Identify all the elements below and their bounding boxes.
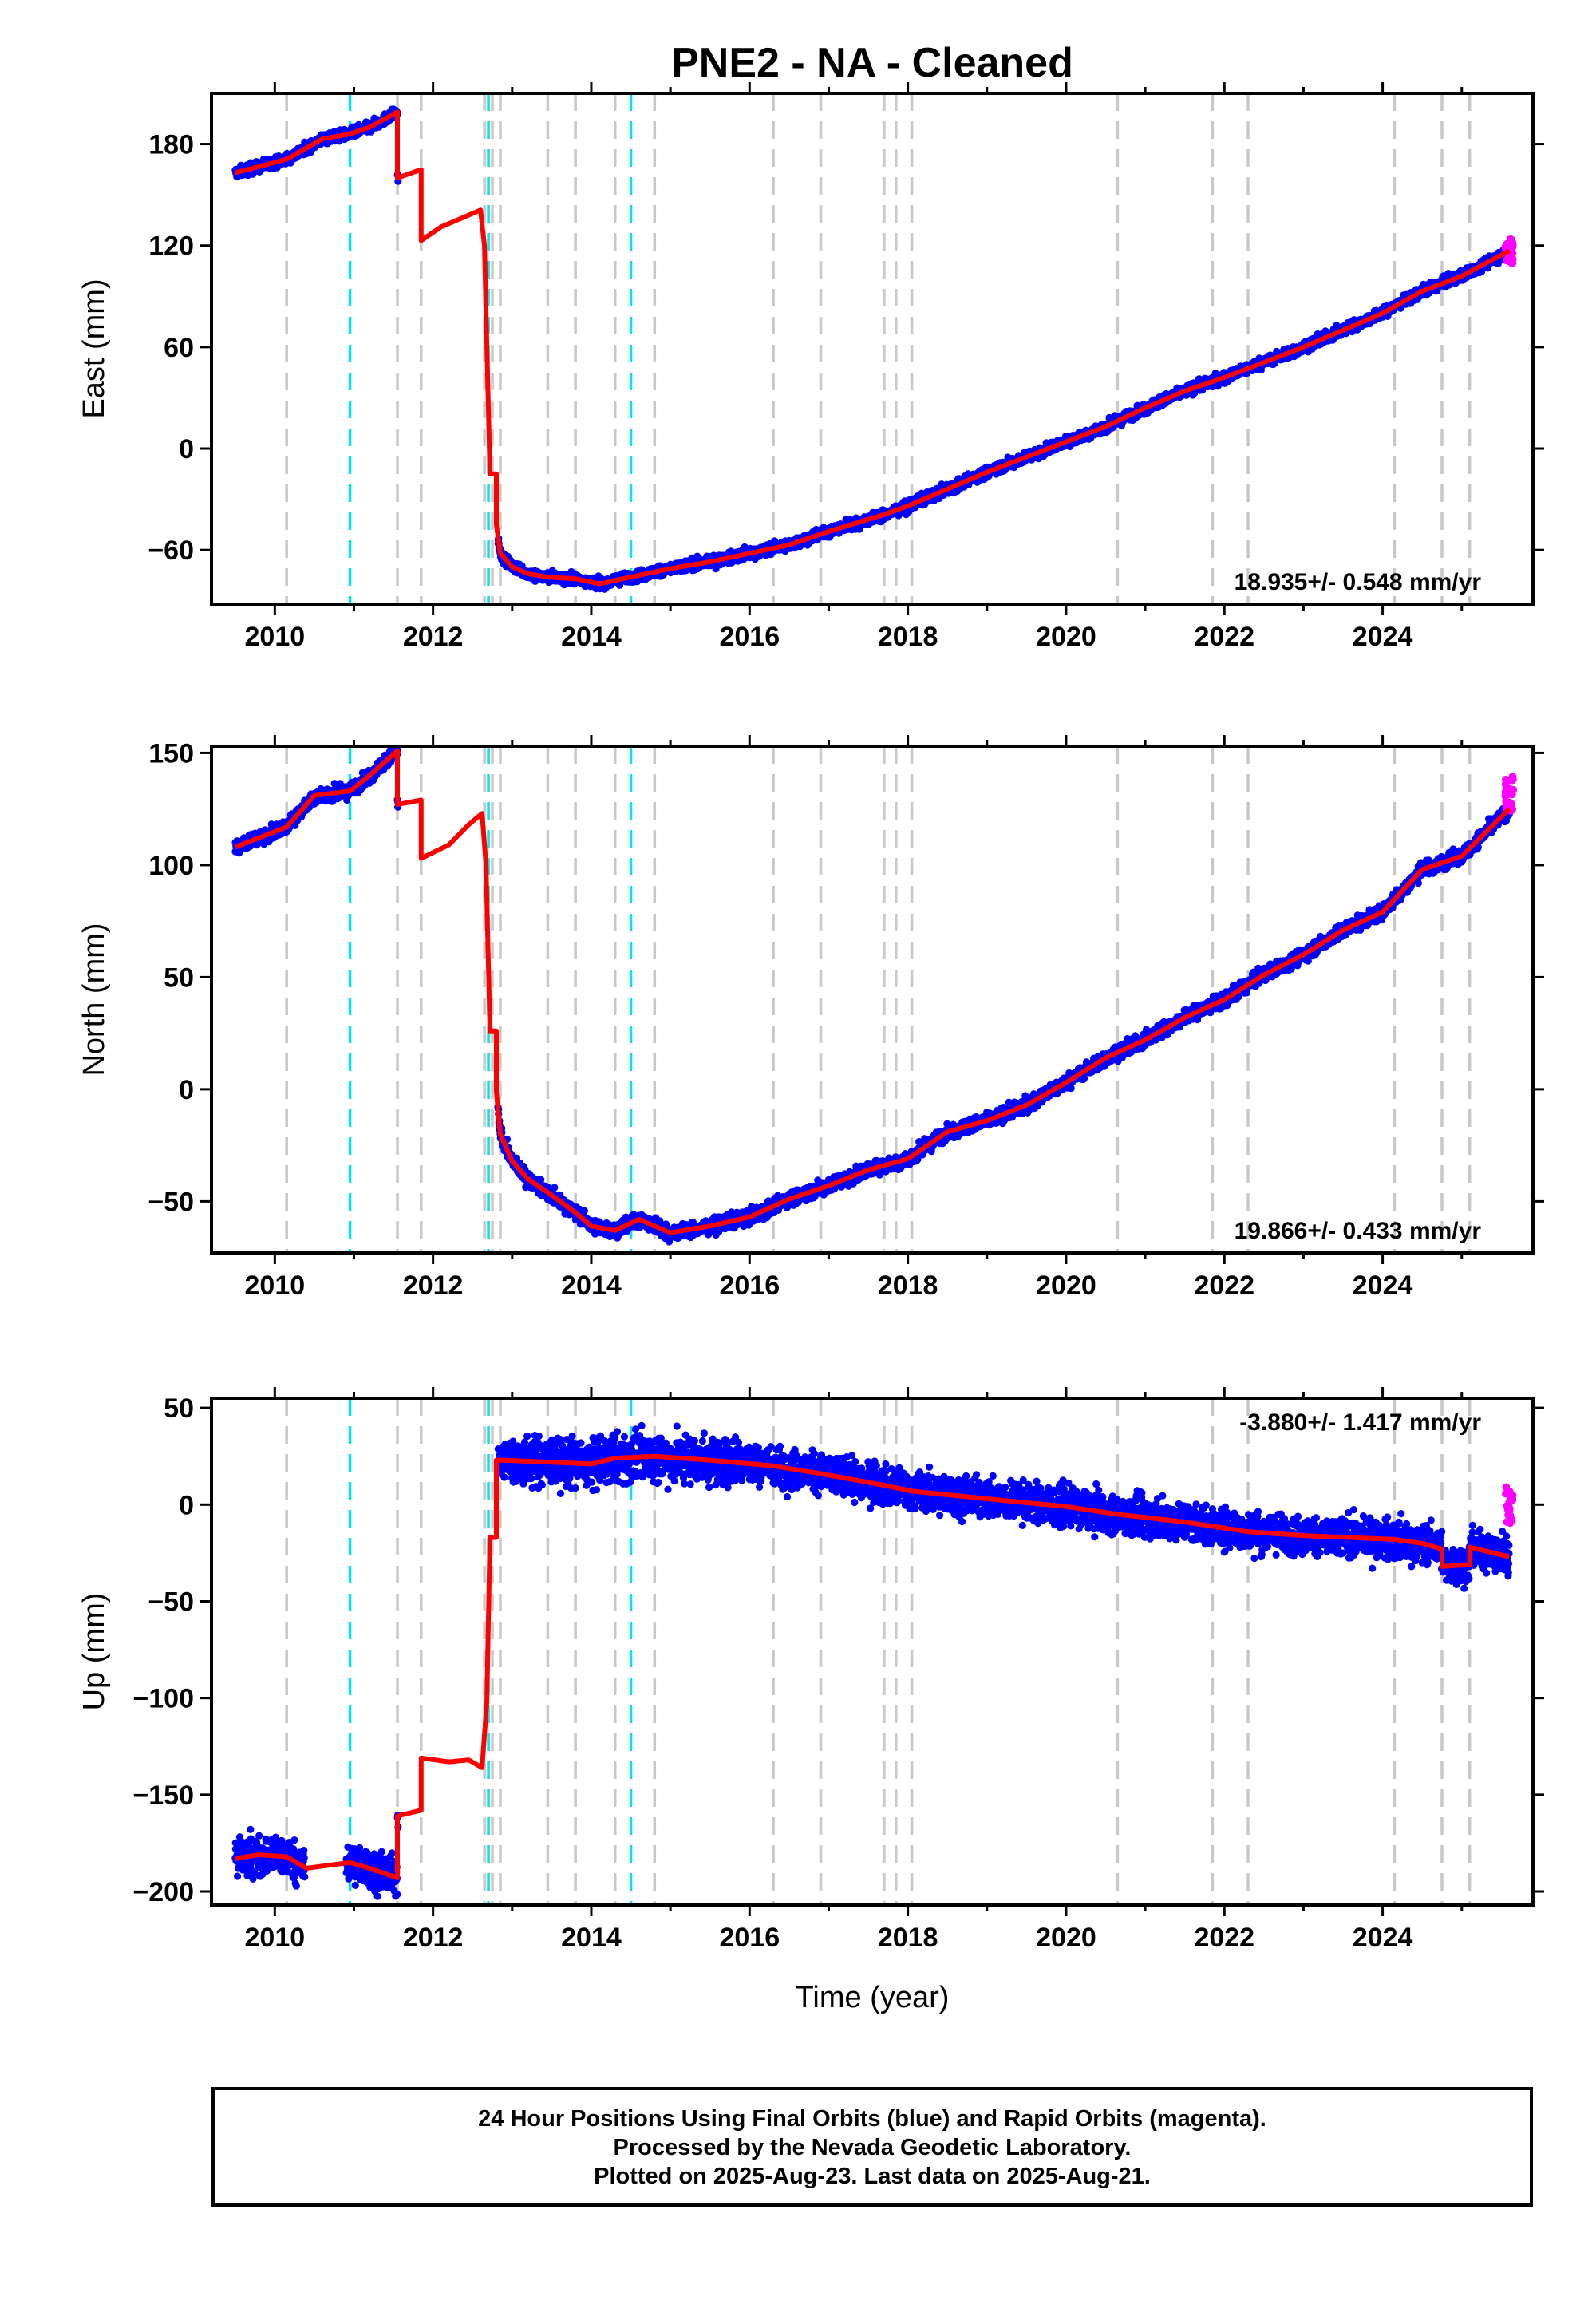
rapid-point [1509,255,1517,263]
x-tick-label: 2014 [561,622,622,652]
plot-frame [210,92,1535,606]
rapid-point [1502,256,1511,265]
chart-panels: 2010 2012 2014 2016 2018 2020 2022 2024−6006012… [77,82,1544,1953]
plot-area [231,93,1517,604]
panel-0: 2010 2012 2014 2016 2018 2020 2022 2024−6006012… [77,82,1544,652]
y-tick-label: −60 [148,536,194,566]
x-tick-label: 2024 [1353,622,1413,652]
figure-title: PNE2 - NA - Cleaned [671,40,1073,86]
x-tick-label: 2018 [878,622,938,652]
x-tick-label: 2020 [1036,622,1096,652]
x-tick-label: 2010 [245,622,306,652]
x-tick-label: 2016 [719,622,780,652]
x-tick-label: 2022 [1194,622,1254,652]
rapid-point [1503,241,1511,250]
x-tick-label: 2012 [403,622,464,652]
